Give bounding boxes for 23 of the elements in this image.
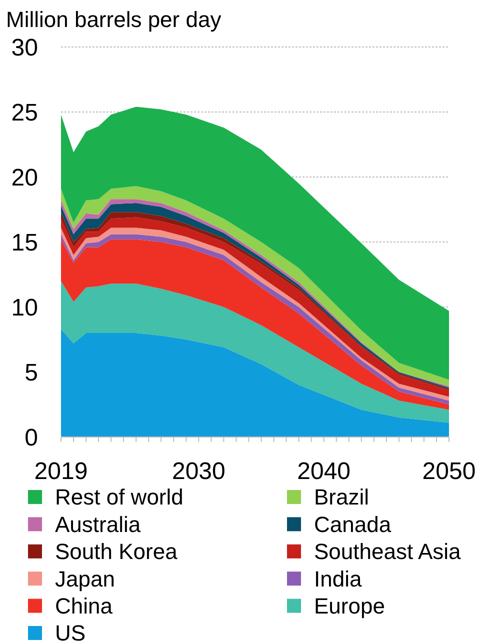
x-tick-label: 2030 — [172, 458, 226, 485]
y-tick-label: 5 — [24, 359, 38, 386]
legend-label: India — [314, 566, 362, 592]
x-tick-label: 2019 — [34, 458, 88, 485]
legend-label: Brazil — [314, 484, 370, 510]
x-tick-label: 2050 — [422, 458, 476, 485]
legend-label: Canada — [314, 512, 392, 537]
y-tick-label: 25 — [11, 99, 38, 126]
y-tick-label: 20 — [11, 164, 38, 192]
legend-label: Rest of world — [55, 484, 184, 510]
legend-label: South Korea — [55, 539, 178, 564]
y-tick-label: 30 — [11, 34, 38, 62]
legend-label: China — [55, 594, 114, 618]
x-tick-label: 2040 — [297, 458, 351, 485]
y-tick-label: 0 — [24, 424, 38, 452]
legend-label: Southeast Asia — [314, 539, 462, 564]
y-tick-label: 15 — [11, 229, 38, 256]
legend-label: US — [55, 620, 86, 643]
legend-label: Japan — [55, 566, 115, 592]
legend-label: Australia — [55, 512, 142, 537]
y-axis-title: Million barrels per day — [6, 7, 222, 32]
y-tick-label: 10 — [11, 294, 38, 322]
legend-label: Europe — [314, 594, 385, 618]
